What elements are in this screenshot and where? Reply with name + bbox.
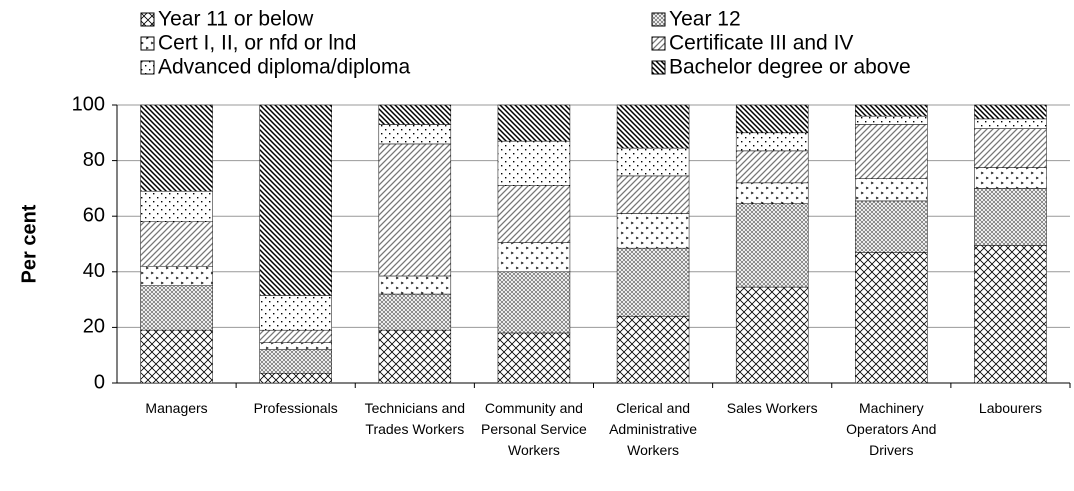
legend-label: Cert I, II, or nfd or lnd: [158, 32, 356, 55]
x-tick-label: Technicians and Trades Workers: [364, 400, 466, 437]
y-tick-label: 100: [72, 93, 105, 115]
bar-segment: [974, 167, 1047, 189]
y-axis-label: Per cent: [18, 204, 40, 283]
bar-segment: [855, 200, 928, 253]
bar-segment: [974, 104, 1047, 120]
bar-segment: [259, 373, 332, 384]
x-tick-label: Community and Personal Service Workers: [481, 400, 587, 458]
bar-segment: [140, 265, 213, 286]
x-tick-label: Professionals: [253, 400, 338, 416]
x-tick-label: Managers: [145, 400, 208, 416]
bar-segment: [735, 286, 809, 384]
bar-segment: [735, 132, 809, 152]
legend-swatch: [651, 36, 666, 51]
bar-segment: [855, 104, 928, 117]
y-tick-label: 0: [94, 371, 105, 393]
bar-segment: [616, 316, 690, 384]
bar-segment: [855, 115, 928, 125]
bar-segment: [497, 140, 571, 186]
legend-label: Certificate III and IV: [669, 32, 853, 55]
bar-segment: [855, 124, 928, 179]
bar-segment: [378, 275, 452, 295]
legend-swatch: [651, 12, 666, 27]
bar-segment: [378, 143, 452, 277]
bar-segment: [259, 104, 332, 296]
legend-label: Year 12: [669, 8, 741, 31]
bar-segment: [497, 185, 571, 243]
x-tick-label: Labourers: [978, 400, 1042, 416]
bar-segment: [378, 124, 452, 145]
bar-segment: [735, 150, 809, 184]
bar-segment: [140, 285, 213, 331]
legend-swatch: [140, 36, 155, 51]
bar-segment: [378, 293, 452, 331]
bar-segment: [735, 104, 809, 134]
legend-label: Year 11 or below: [158, 8, 314, 31]
bar-segment: [259, 329, 332, 343]
bar-segment: [140, 221, 213, 267]
legend-swatch: [140, 60, 155, 75]
bar-segment: [616, 147, 690, 177]
bar-segment: [378, 104, 452, 125]
bar-segment: [974, 128, 1047, 168]
bar-segment: [616, 104, 690, 149]
bar-segment: [140, 190, 213, 223]
bar-segment: [616, 175, 690, 214]
y-tick-label: 80: [83, 149, 105, 171]
bar-segment: [855, 252, 928, 384]
bar-segment: [974, 245, 1047, 384]
x-tick-label: Machinery Operators And Drivers: [846, 400, 937, 458]
bar-segment: [497, 271, 571, 334]
bar-segment: [140, 104, 213, 192]
bar-segment: [616, 247, 690, 317]
y-tick-label: 40: [83, 260, 105, 282]
bar-segment: [259, 295, 332, 331]
y-tick-label: 20: [83, 316, 105, 338]
x-tick-label: Sales Workers: [726, 400, 818, 416]
y-tick-label: 60: [83, 204, 105, 226]
bar-segment: [616, 213, 690, 249]
bar-segment: [855, 178, 928, 202]
bar-segment: [497, 332, 571, 384]
bar-segment: [497, 104, 571, 142]
legend-swatch: [651, 60, 666, 75]
x-tick-label: Clerical and Administrative Workers: [609, 400, 698, 458]
bar-segment: [259, 342, 332, 350]
bar-segment: [974, 188, 1047, 246]
bar-segment: [378, 329, 452, 384]
bar-segment: [497, 242, 571, 273]
legend-swatch: [140, 12, 155, 27]
bar-segment: [140, 329, 213, 384]
legend-label: Advanced diploma/diploma: [158, 56, 410, 79]
bar-segment: [735, 203, 809, 288]
bar-segment: [735, 182, 809, 204]
legend-label: Bachelor degree or above: [669, 56, 911, 79]
bar-segment: [974, 118, 1047, 129]
bar-segment: [259, 349, 332, 374]
